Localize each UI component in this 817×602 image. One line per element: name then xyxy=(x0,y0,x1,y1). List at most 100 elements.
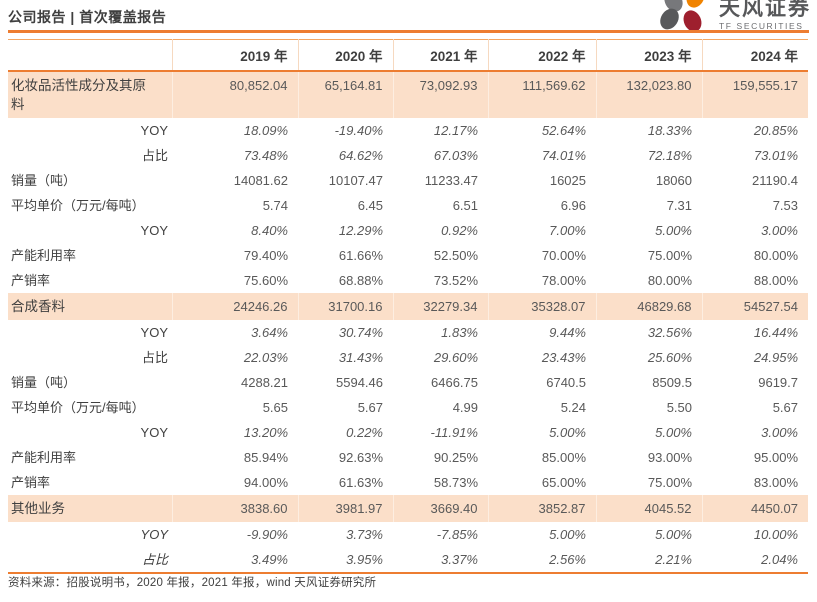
row-value-cell: 6740.5 xyxy=(546,375,586,390)
row-value-cell: 2.56% xyxy=(549,552,586,567)
row-value-cell: 65,164.81 xyxy=(297,71,393,118)
row-value-cell: 20.85% xyxy=(753,123,798,138)
row-value-cell: 23.43% xyxy=(541,350,586,365)
row-value-cell: 11233.47 xyxy=(424,173,478,188)
table-row: YOY 8.40% 12.29% 0.92% 7.00% 5.00% 3.00% xyxy=(8,218,808,243)
row-value-cell: 6466.75 xyxy=(431,375,478,390)
row-value-cell: 22.03% xyxy=(243,350,288,365)
row-value-cell: 3.95% xyxy=(346,552,383,567)
row-value-cell: -9.90% xyxy=(246,527,288,542)
row-value-cell: 72.18% xyxy=(647,148,692,163)
row-value-cell: 8.40% xyxy=(251,223,288,238)
row-value-cell: 5.00% xyxy=(655,527,692,542)
row-value-cell: 3.37% xyxy=(441,552,478,567)
row-value-cell: 32.56% xyxy=(647,325,692,340)
row-value-cell: 30.74% xyxy=(338,325,383,340)
table-row: YOY 13.20% 0.22% -11.91% 5.00% 5.00% 3.00% xyxy=(8,420,808,445)
logo-name-en: TF SECURITIES xyxy=(719,21,804,31)
row-value-cell: 6.96 xyxy=(560,198,586,213)
table-row: 销量（吨） 4288.21 5594.46 6466.75 6740.5 8509.5 96… xyxy=(8,370,808,395)
row-value-cell: 80.00% xyxy=(647,273,692,288)
table-header-year-4: 2023 年 xyxy=(595,39,702,72)
row-value-cell: 4450.07 xyxy=(701,495,808,522)
row-value-cell: 159,555.17 xyxy=(701,71,808,118)
row-value-cell: 7.31 xyxy=(666,198,692,213)
row-value-cell: 12.29% xyxy=(338,223,383,238)
table-row: YOY 3.64% 30.74% 1.83% 9.44% 32.56% 16.44% xyxy=(8,320,808,345)
row-value-cell: 4.99 xyxy=(452,400,478,415)
row-value-cell: 132,023.80 xyxy=(595,71,702,118)
table-header-year-3: 2022 年 xyxy=(487,39,596,72)
row-value-cell: 3838.60 xyxy=(171,495,298,522)
table-row: 其他业务 3838.60 3981.97 3669.40 3852.87 4045.52 4… xyxy=(8,495,808,522)
row-label: YOY xyxy=(140,123,168,138)
table-row: 化妆品活性成分及其原料 80,852.04 65,164.81 73,092.93 11… xyxy=(8,71,808,118)
row-value-cell: 35328.07 xyxy=(487,293,596,320)
row-value-cell: 64.62% xyxy=(338,148,383,163)
row-value-cell: 18060 xyxy=(655,173,692,188)
header-divider xyxy=(8,30,809,33)
row-value-cell: 16025 xyxy=(549,173,586,188)
row-value-cell: 13.20% xyxy=(243,425,288,440)
row-value-cell: 5.00% xyxy=(549,527,586,542)
row-label: 合成香料 xyxy=(11,299,65,314)
row-value-cell: 52.50% xyxy=(433,248,478,263)
row-value-cell: 3.00% xyxy=(761,223,798,238)
row-value-cell: 74.01% xyxy=(541,148,586,163)
row-value-cell: 65.00% xyxy=(541,475,586,490)
row-value-cell: 75.00% xyxy=(647,475,692,490)
row-value-cell: 80,852.04 xyxy=(171,71,298,118)
row-value-cell: 58.73% xyxy=(433,475,478,490)
row-value-cell: 73.01% xyxy=(753,148,798,163)
row-value-cell: 5.67 xyxy=(772,400,798,415)
logo-text: 天风证券 TF SECURITIES xyxy=(719,0,811,31)
row-value-cell: 73,092.93 xyxy=(392,71,488,118)
row-value-cell: 6.51 xyxy=(452,198,478,213)
row-value-cell: 5.65 xyxy=(262,400,288,415)
row-value-cell: 7.53 xyxy=(772,198,798,213)
row-value-cell: 83.00% xyxy=(753,475,798,490)
row-value-cell: 46829.68 xyxy=(595,293,702,320)
row-value-cell: 1.83% xyxy=(441,325,478,340)
row-value-cell: 24246.26 xyxy=(171,293,298,320)
table-row: 合成香料 24246.26 31700.16 32279.34 35328.07 4682… xyxy=(8,293,808,320)
row-value-cell: 0.22% xyxy=(346,425,383,440)
row-label: 产销率 xyxy=(11,475,51,490)
row-value-cell: 73.52% xyxy=(433,273,478,288)
table-row: 产销率 75.60% 68.88% 73.52% 78.00% 80.00% 88.00% xyxy=(8,268,808,293)
row-label: YOY xyxy=(140,425,168,440)
table-row: 产能利用率 79.40% 61.66% 52.50% 70.00% 75.00% 80.00… xyxy=(8,243,808,268)
row-value-cell: 8509.5 xyxy=(652,375,692,390)
row-value-cell: 5.67 xyxy=(357,400,383,415)
row-value-cell: 90.25% xyxy=(433,450,478,465)
row-value-cell: 18.33% xyxy=(647,123,692,138)
row-value-cell: 79.40% xyxy=(243,248,288,263)
row-label: 化妆品活性成分及其原料 xyxy=(11,78,146,112)
row-value-cell: 3.49% xyxy=(251,552,288,567)
row-value-cell: 18.09% xyxy=(243,123,288,138)
row-value-cell: 3981.97 xyxy=(297,495,393,522)
row-label: 占比 xyxy=(141,148,168,163)
row-value-cell: 52.64% xyxy=(541,123,586,138)
row-label: YOY xyxy=(140,527,168,542)
row-value-cell: -7.85% xyxy=(436,527,478,542)
row-value-cell: 78.00% xyxy=(541,273,586,288)
row-value-cell: 5.74 xyxy=(262,198,288,213)
row-value-cell: 68.88% xyxy=(338,273,383,288)
row-value-cell: 5594.46 xyxy=(336,375,383,390)
row-value-cell: 70.00% xyxy=(541,248,586,263)
row-value-cell: 14081.62 xyxy=(233,173,288,188)
row-value-cell: 5.00% xyxy=(655,425,692,440)
row-value-cell: 31700.16 xyxy=(297,293,393,320)
table-header-row: 2019 年 2020 年 2021 年 2022 年 2023 年 2024 年 xyxy=(8,39,808,72)
row-label: 占比 xyxy=(141,350,168,365)
row-label: YOY xyxy=(140,325,168,340)
logo-name-cn: 天风证券 xyxy=(719,0,811,20)
row-value-cell: 93.00% xyxy=(647,450,692,465)
row-value-cell: 2.21% xyxy=(655,552,692,567)
table-row: YOY -9.90% 3.73% -7.85% 5.00% 5.00% 10.00% xyxy=(8,522,808,547)
row-value-cell: 24.95% xyxy=(753,350,798,365)
row-label: 销量（吨） xyxy=(11,173,77,188)
financial-forecast-table: 2019 年 2020 年 2021 年 2022 年 2023 年 2024 年 化妆品… xyxy=(8,39,808,574)
row-value-cell: 21190.4 xyxy=(751,173,798,188)
